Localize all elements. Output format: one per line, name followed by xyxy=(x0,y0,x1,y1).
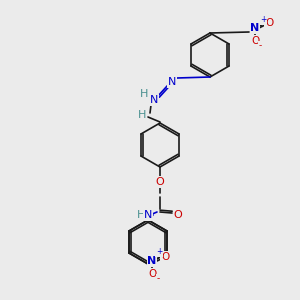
Text: -: - xyxy=(156,274,160,284)
Text: O: O xyxy=(161,252,169,262)
Text: H: H xyxy=(137,210,145,220)
Text: O: O xyxy=(156,177,164,187)
Text: O: O xyxy=(265,18,273,28)
Text: H: H xyxy=(140,89,148,99)
Text: +: + xyxy=(260,16,266,25)
Text: O: O xyxy=(251,36,259,46)
Text: N: N xyxy=(147,256,157,266)
Text: H: H xyxy=(138,110,146,120)
Text: -: - xyxy=(258,41,262,50)
Text: N: N xyxy=(150,95,158,105)
Text: N: N xyxy=(144,210,152,220)
Text: O: O xyxy=(174,210,182,220)
Text: +: + xyxy=(156,248,162,256)
Text: O: O xyxy=(148,269,156,279)
Text: N: N xyxy=(250,23,260,33)
Text: N: N xyxy=(168,77,176,87)
